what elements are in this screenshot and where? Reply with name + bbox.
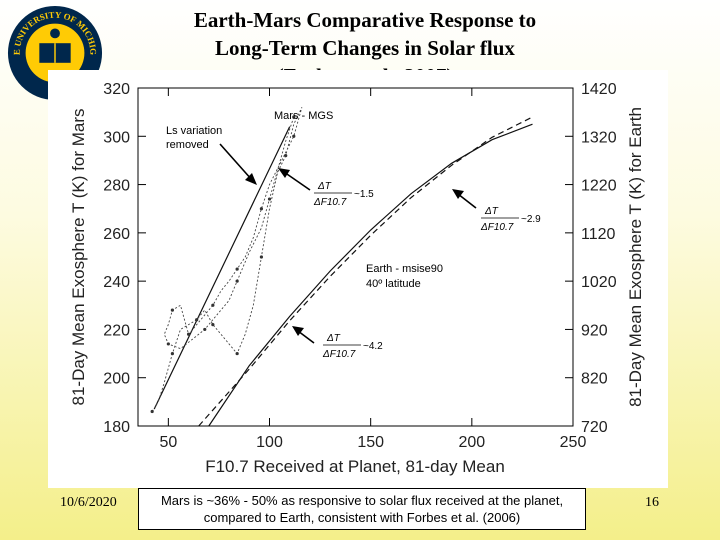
mars-data-point: [203, 327, 207, 332]
slope-annotation-earth-high: ΔT ΔF10.7 ~2.9: [480, 206, 541, 233]
arrow-ls-note: [219, 143, 257, 185]
mars-fit-line: [153, 126, 291, 410]
slope-earth-low-denominator: ΔF10.7: [322, 349, 356, 360]
y-right-tick-label: 1320: [581, 129, 617, 146]
slope-mars-denominator: ΔF10.7: [313, 197, 347, 208]
mars-data-point: [235, 351, 239, 356]
data-series: [150, 107, 533, 427]
exosphere-temperature-chart: 50 100 150 200 250 180200220240260280300320 …: [69, 81, 645, 476]
mars-data-point: [259, 255, 264, 259]
y-right-tick-label: 1420: [581, 81, 617, 98]
plot-frame: [137, 87, 574, 427]
y-left-tick-label: 220: [103, 322, 130, 339]
arrow-mars-slope: [278, 168, 311, 191]
slope-earth-high-numerator: ΔT: [484, 206, 499, 217]
earth-model-line: [208, 123, 533, 427]
mars-data-point: [150, 409, 154, 414]
y-right-tick-label: 920: [581, 322, 608, 339]
slope-mars-value: ~1.5: [354, 189, 374, 200]
mars-data-point: [186, 332, 191, 336]
mars-data-point: [235, 267, 239, 271]
slope-annotation-mars: ΔT ΔF10.7 ~1.5: [313, 181, 374, 208]
mars-label: Mars - MGS: [274, 110, 333, 122]
mars-data-point: [166, 342, 170, 346]
caption-box: Mars is ~36% - 50% as responsive to sola…: [138, 488, 586, 530]
ls-note-line-1: Ls variation: [166, 125, 222, 137]
slope-mars-numerator: ΔT: [317, 181, 332, 192]
chart-panel: [48, 70, 668, 488]
slope-earth-low-value: ~4.2: [363, 341, 383, 352]
y-left-tick-label: 300: [103, 129, 130, 146]
mars-data-point: [284, 154, 288, 158]
seal-sun: [50, 28, 60, 39]
mars-data-point: [170, 351, 174, 356]
mars-data-point: [292, 115, 296, 119]
y-right-tick-label: 1220: [581, 178, 617, 195]
x-tick-label: 100: [256, 434, 283, 451]
y-left-tick-label: 180: [103, 419, 130, 436]
slope-earth-high-value: ~2.9: [521, 214, 541, 225]
ls-note-line-2: removed: [166, 139, 209, 151]
mars-data-point: [292, 134, 296, 138]
mars-data-point: [195, 318, 199, 322]
y-left-tick-label: 320: [103, 81, 130, 98]
arrow-earth-low-slope: [292, 326, 315, 344]
y-left-tick-label: 240: [103, 274, 130, 291]
y-left-tick-label: 260: [103, 226, 130, 243]
y-left-axis-ticks: 180 200 220 240 260 280 300 320: [103, 81, 146, 436]
mars-data-point: [211, 303, 215, 307]
x-axis-ticks: 50 100 150 200 250: [159, 88, 586, 451]
page-number: 16: [645, 495, 659, 510]
y-left-tick-label: 280: [103, 178, 130, 195]
mars-data-point: [235, 279, 239, 283]
earth-label-line-2: 40º latitude: [366, 278, 421, 290]
y-right-axis-label: 81-Day Mean Exosphere T (K) for Earth: [626, 107, 645, 407]
x-tick-label: 200: [458, 434, 485, 451]
slope-earth-high-denominator: ΔF10.7: [480, 222, 514, 233]
x-axis-label: F10.7 Received at Planet, 81-day Mean: [205, 457, 505, 476]
slope-annotation-earth-low: ΔT ΔF10.7 ~4.2: [322, 333, 383, 360]
mars-data-point: [170, 308, 174, 312]
mars-data-point: [267, 197, 272, 201]
y-right-tick-label: 720: [581, 419, 608, 436]
earth-label-line-1: Earth - msise90: [366, 263, 443, 275]
x-tick-label: 150: [357, 434, 384, 451]
x-tick-label: 50: [159, 434, 177, 451]
x-tick-label: 250: [560, 434, 587, 451]
arrow-earth-high-slope: [452, 189, 477, 209]
slope-earth-low-numerator: ΔT: [326, 333, 341, 344]
y-left-axis-label: 81-Day Mean Exosphere T (K) for Mars: [69, 109, 88, 406]
mars-data-point: [211, 323, 215, 327]
y-right-axis-ticks: 720 820 920 1020 1120 1220 1320 1420: [565, 81, 617, 436]
y-right-tick-label: 820: [581, 371, 608, 388]
y-right-tick-label: 1020: [581, 274, 617, 291]
mars-data-point: [259, 207, 264, 211]
university-seal-logo: THE UNIVERSITY OF MICHIGAN: [6, 4, 103, 101]
title-line-2: Long-Term Changes in Solar flux: [215, 36, 515, 60]
y-right-tick-label: 1120: [581, 226, 616, 243]
title-line-1: Earth-Mars Comparative Response to: [193, 8, 537, 32]
y-left-tick-label: 200: [103, 371, 130, 388]
slide-date: 10/6/2020: [60, 495, 117, 510]
